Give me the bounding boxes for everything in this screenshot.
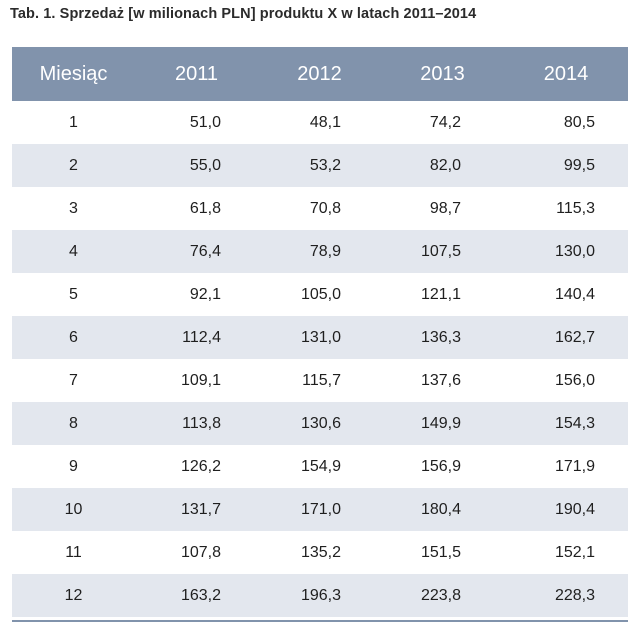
value-cell: 149,9 (420, 414, 461, 432)
value-cell: 135,2 (300, 543, 341, 561)
table-row: 6 112,4 131,0 136,3 162,7 (12, 316, 628, 359)
value-cell: 76,4 (189, 242, 221, 260)
value-cell: 74,2 (429, 113, 461, 131)
table-caption: Tab. 1. Sprzedaż [w milionach PLN] produ… (10, 6, 477, 22)
value-cell: 55,0 (189, 156, 221, 174)
value-cell: 154,3 (554, 414, 595, 432)
value-cell: 61,8 (189, 199, 221, 217)
value-cell: 92,1 (189, 285, 221, 303)
month-cell: 8 (69, 414, 78, 432)
month-cell: 6 (69, 328, 78, 346)
value-cell: 107,5 (420, 242, 461, 260)
table-row: 10 131,7 171,0 180,4 190,4 (12, 488, 628, 531)
value-cell: 196,3 (300, 586, 341, 604)
value-cell: 152,1 (554, 543, 595, 561)
value-cell: 126,2 (180, 457, 221, 475)
value-cell: 99,5 (563, 156, 595, 174)
value-cell: 162,7 (554, 328, 595, 346)
month-cell: 5 (69, 285, 78, 303)
value-cell: 109,1 (180, 371, 221, 389)
bottom-rule (12, 620, 628, 622)
value-cell: 112,4 (182, 328, 221, 346)
table-row: 2 55,0 53,2 82,0 99,5 (12, 144, 628, 187)
value-cell: 171,0 (300, 500, 341, 518)
header-year-2011: 2011 (174, 62, 218, 85)
value-cell: 115,7 (302, 371, 341, 389)
value-cell: 151,5 (420, 543, 461, 561)
month-cell: 11 (65, 543, 82, 561)
value-cell: 130,0 (554, 242, 595, 260)
value-cell: 130,6 (300, 414, 341, 432)
value-cell: 121,1 (420, 285, 461, 303)
header-month: Miesiąc (39, 62, 108, 85)
header-year-2014: 2014 (543, 62, 589, 85)
value-cell: 131,0 (300, 328, 341, 346)
value-cell: 137,6 (420, 371, 461, 389)
value-cell: 107,8 (180, 543, 221, 561)
value-cell: 80,5 (563, 113, 595, 131)
table-row: 3 61,8 70,8 98,7 115,3 (12, 187, 628, 230)
value-cell: 78,9 (309, 242, 341, 260)
header-year-2012: 2012 (297, 62, 342, 85)
sales-table: Miesiąc 2011 2012 2013 2014 1 51,0 48,1 74,… (12, 47, 628, 617)
month-cell: 7 (69, 371, 78, 389)
value-cell: 228,3 (554, 586, 595, 604)
value-cell: 171,9 (554, 457, 595, 475)
table-row: 11 107,8 135,2 151,5 152,1 (12, 531, 628, 574)
table-row: 5 92,1 105,0 121,1 140,4 (12, 273, 628, 316)
header-row: Miesiąc 2011 2012 2013 2014 (12, 47, 628, 101)
table-row: 9 126,2 154,9 156,9 171,9 (12, 445, 628, 488)
value-cell: 51,0 (189, 113, 221, 131)
value-cell: 70,8 (309, 199, 341, 217)
value-cell: 223,8 (420, 586, 461, 604)
value-cell: 180,4 (420, 500, 461, 518)
month-cell: 3 (69, 199, 78, 217)
header-year-2013: 2013 (420, 62, 465, 85)
value-cell: 154,9 (300, 457, 341, 475)
value-cell: 131,7 (180, 500, 221, 518)
table-row: 1 51,0 48,1 74,2 80,5 (12, 101, 628, 144)
table-row: 4 76,4 78,9 107,5 130,0 (12, 230, 628, 273)
value-cell: 136,3 (420, 328, 461, 346)
month-cell: 12 (64, 586, 83, 604)
value-cell: 190,4 (554, 500, 595, 518)
value-cell: 115,3 (556, 199, 595, 217)
table-row: 12 163,2 196,3 223,8 228,3 (12, 574, 628, 617)
table-row: 8 113,8 130,6 149,9 154,3 (12, 402, 628, 445)
value-cell: 98,7 (429, 199, 461, 217)
month-cell: 4 (69, 242, 78, 260)
month-cell: 2 (69, 156, 78, 174)
month-cell: 1 (69, 113, 78, 131)
value-cell: 113,8 (182, 414, 221, 432)
month-cell: 10 (64, 500, 83, 518)
value-cell: 53,2 (309, 156, 341, 174)
value-cell: 156,0 (554, 371, 595, 389)
value-cell: 156,9 (420, 457, 461, 475)
table-row: 7 109,1 115,7 137,6 156,0 (12, 359, 628, 402)
value-cell: 140,4 (554, 285, 595, 303)
value-cell: 163,2 (180, 586, 221, 604)
value-cell: 82,0 (429, 156, 461, 174)
value-cell: 105,0 (300, 285, 341, 303)
value-cell: 48,1 (309, 113, 341, 131)
month-cell: 9 (69, 457, 78, 475)
